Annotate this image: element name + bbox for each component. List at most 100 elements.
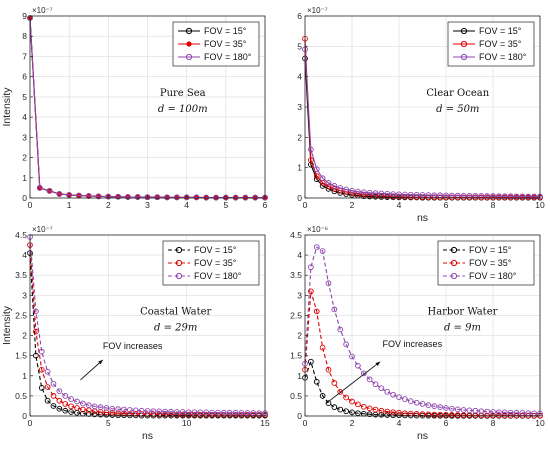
data-point	[513, 193, 520, 200]
data-point	[62, 393, 69, 399]
y-tick-label: 6	[22, 72, 27, 82]
arrow-line	[325, 361, 381, 404]
data-point	[419, 192, 426, 198]
data-point	[525, 193, 532, 200]
data-point	[115, 193, 121, 200]
data-point	[62, 407, 69, 414]
data-point	[454, 194, 461, 201]
data-point	[325, 280, 332, 287]
data-point	[337, 185, 344, 191]
data-point	[425, 192, 432, 198]
data-point	[308, 288, 314, 295]
data-point	[319, 393, 326, 399]
data-point	[501, 412, 508, 419]
y-tick-label: 3	[22, 290, 27, 300]
data-point	[431, 411, 438, 418]
y-tick-label: 5	[297, 41, 302, 51]
x-tick-label: 5	[106, 418, 111, 428]
data-point	[138, 407, 145, 414]
x-tick-label: 10	[535, 418, 545, 428]
data-point	[127, 407, 133, 413]
data-point	[425, 402, 432, 408]
data-point	[209, 409, 215, 416]
data-point	[232, 194, 239, 201]
data-point	[449, 405, 455, 412]
data-point	[125, 194, 131, 200]
data-point	[156, 411, 163, 418]
data-point	[68, 409, 74, 415]
y-tick-label: 0	[22, 411, 27, 421]
data-point	[203, 194, 210, 201]
legend-entry-label: FOV = 15°	[469, 245, 512, 255]
data-point	[33, 352, 39, 359]
data-point	[56, 397, 63, 404]
data-point	[215, 409, 221, 416]
data-point	[496, 409, 502, 416]
data-point	[360, 370, 367, 377]
data-point	[478, 408, 485, 415]
data-point	[413, 191, 420, 198]
y-tick-label: 2	[22, 331, 27, 341]
data-point	[496, 193, 502, 200]
legend-marker	[450, 259, 458, 267]
y-tick-label: 3	[22, 132, 27, 142]
data-point	[449, 194, 455, 201]
data-point	[360, 189, 367, 196]
legend-marker	[185, 27, 193, 35]
legend-marker	[175, 272, 183, 280]
data-point	[378, 190, 385, 197]
y-tick-label: 0.5	[290, 391, 302, 401]
data-point	[203, 411, 210, 418]
x-tick-label: 5	[223, 200, 228, 210]
y-tick-label: 2	[297, 132, 302, 142]
legend-entry-label: FOV = 15°	[194, 245, 237, 255]
data-point	[313, 378, 320, 385]
data-point	[413, 412, 420, 419]
data-point	[319, 175, 326, 182]
data-point	[193, 194, 200, 201]
data-point	[127, 412, 133, 419]
data-point	[74, 405, 80, 411]
data-point	[168, 408, 174, 415]
data-point	[308, 146, 314, 153]
data-point	[325, 179, 332, 186]
legend-entry-label: FOV = 35°	[479, 39, 522, 49]
data-point	[496, 412, 502, 419]
x-tick-label: 3	[145, 200, 150, 210]
data-point	[134, 194, 141, 200]
x-tick-label: 6	[444, 418, 449, 428]
data-point	[425, 411, 432, 418]
y-tick-label: 6	[297, 11, 302, 21]
distance-annotation: d = 100m	[158, 104, 208, 115]
data-point	[372, 190, 379, 196]
x-tick-label: 10	[535, 200, 545, 210]
y-tick-label: 0.5	[15, 391, 27, 401]
y-exponent-label: ×10⁻⁶	[307, 225, 328, 234]
y-tick-label: 3	[297, 102, 302, 112]
data-point	[174, 409, 180, 415]
data-point	[244, 410, 251, 416]
data-point	[419, 411, 426, 417]
data-point	[355, 401, 361, 408]
data-point	[226, 409, 233, 416]
data-point	[38, 384, 45, 391]
series-line-3	[304, 246, 541, 415]
water-type-annotation: Clear Ocean	[426, 88, 489, 99]
chart-panel-1: 0 1 2 3 4 5 6 0 1 2 3 4 5 6 7 8 9 ×10⁻⁷ Intensity FOV = 15°…	[1, 6, 268, 210]
y-tick-label: 1.5	[290, 351, 302, 361]
data-point	[121, 412, 127, 419]
data-point	[105, 193, 112, 200]
data-point	[33, 308, 39, 315]
legend-entry-label: FOV = 180°	[469, 271, 517, 281]
x-tick-label: 6	[263, 200, 268, 210]
y-tick-label: 4.5	[290, 230, 302, 240]
legend-marker	[175, 259, 183, 267]
data-point	[366, 405, 373, 412]
x-tick-label: 8	[491, 200, 496, 210]
y-tick-label: 2.5	[290, 310, 302, 320]
y-tick-label: 9	[22, 11, 27, 21]
fov-increases-label: FOV increases	[383, 339, 443, 349]
legend-entry-label: FOV = 35°	[204, 39, 247, 49]
data-point	[478, 412, 485, 419]
